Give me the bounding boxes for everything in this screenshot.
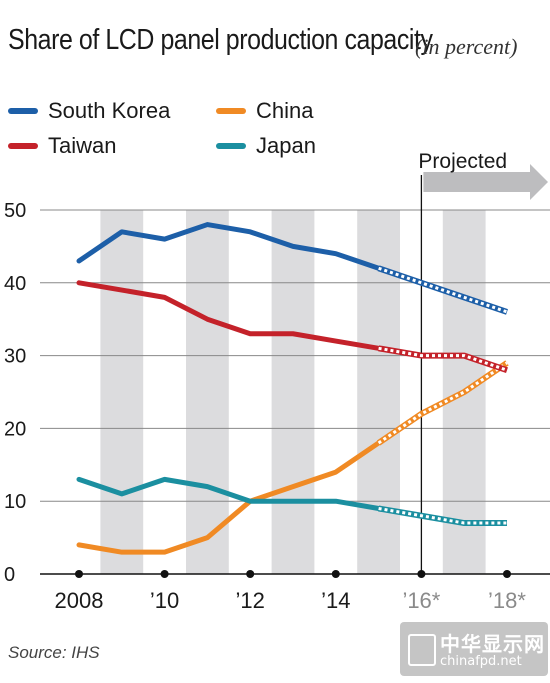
line-south_korea-projected-dash bbox=[378, 266, 508, 314]
legend-label-south-korea: South Korea bbox=[48, 98, 171, 123]
line-south_korea bbox=[76, 222, 382, 271]
shade-band-2013 bbox=[271, 210, 315, 574]
y-tick-label-40: 40 bbox=[4, 273, 26, 295]
watermark: 中华显示网 chinafpd.net bbox=[400, 622, 548, 676]
line-taiwan bbox=[76, 280, 382, 351]
legend-china: China bbox=[216, 98, 313, 124]
shade-band-2009 bbox=[100, 210, 144, 574]
x-tick-label-2010: ’10 bbox=[150, 588, 179, 613]
x-tick-dot-2010 bbox=[160, 570, 169, 578]
legend-label-taiwan: Taiwan bbox=[48, 133, 117, 158]
line-china-projected-dash bbox=[377, 361, 508, 445]
x-tick-label-2018: ’18* bbox=[488, 588, 526, 613]
line-japan bbox=[76, 476, 382, 511]
y-tick-label-30: 30 bbox=[4, 346, 26, 368]
projected-label: Projected bbox=[418, 150, 507, 173]
title-text: Share of LCD panel production capacity bbox=[8, 24, 433, 56]
projection-marker: Projected bbox=[418, 150, 548, 574]
x-tick-label-2016: ’16* bbox=[402, 588, 440, 613]
line-china bbox=[76, 440, 382, 555]
series-lines bbox=[76, 222, 509, 555]
x-tick-dot-2012 bbox=[246, 570, 255, 578]
shade-band-2011 bbox=[186, 210, 229, 574]
watermark-logo-icon bbox=[408, 634, 436, 666]
source-note: Source: IHS bbox=[8, 643, 100, 662]
x-tick-dot-2008 bbox=[75, 570, 83, 578]
legend-taiwan: Taiwan bbox=[8, 133, 116, 159]
line-taiwan-projected-dash bbox=[378, 346, 508, 372]
x-tick-label-2014: ’14 bbox=[321, 588, 350, 613]
x-axis: 2008 ’10 ’12 ’14 ’16* ’18* bbox=[55, 570, 526, 613]
chart-subtitle: (in percent) bbox=[415, 34, 518, 59]
x-tick-label-2012: ’12 bbox=[236, 588, 265, 613]
legend-swatch-south-korea bbox=[8, 108, 38, 114]
legend-label-japan: Japan bbox=[256, 133, 316, 158]
legend-label-china: China bbox=[256, 98, 314, 123]
chart-title: Share of LCD panel production capacity bbox=[8, 24, 502, 57]
legend-swatch-china bbox=[216, 108, 246, 114]
legend-swatch-taiwan bbox=[8, 143, 38, 149]
y-tick-label-20: 20 bbox=[4, 418, 26, 440]
projection-arrow bbox=[423, 164, 548, 200]
y-tick-label-50: 50 bbox=[4, 200, 26, 222]
x-tick-dot-2018 bbox=[503, 570, 511, 578]
x-tick-dot-2016 bbox=[417, 570, 426, 578]
line-japan-projected-dash bbox=[378, 507, 507, 525]
legend-swatch-japan bbox=[216, 143, 246, 149]
y-tick-label-10: 10 bbox=[4, 491, 26, 513]
x-tick-label-2008: 2008 bbox=[55, 588, 104, 613]
watermark-text: 中华显示网 bbox=[440, 632, 545, 656]
y-tick-label-0: 0 bbox=[4, 564, 15, 586]
legend-japan: Japan bbox=[216, 133, 316, 159]
watermark-url: chinafpd.net bbox=[440, 654, 522, 669]
x-tick-dot-2014 bbox=[331, 570, 340, 578]
y-axis: 0 10 20 30 40 50 bbox=[4, 200, 26, 586]
legend-south-korea: South Korea bbox=[8, 98, 170, 124]
